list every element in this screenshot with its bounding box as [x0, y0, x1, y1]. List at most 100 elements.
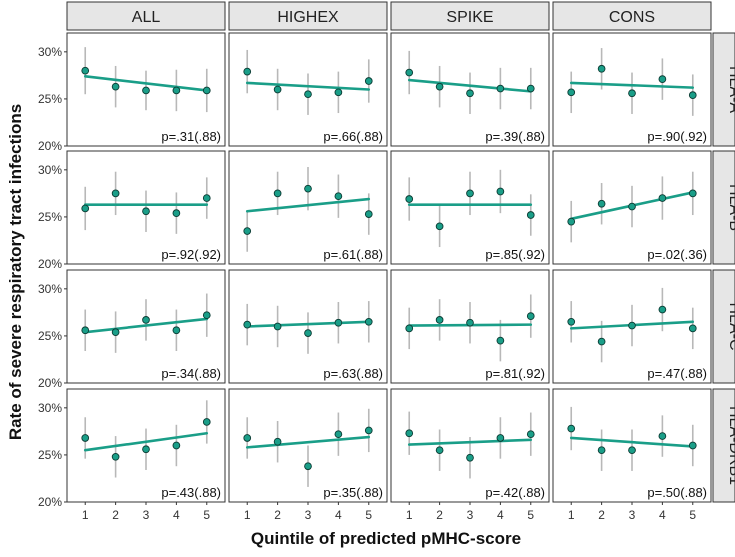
- row-strip-label: HLA-A: [726, 66, 735, 113]
- y-tick-label: 25%: [38, 92, 62, 106]
- data-point: [496, 84, 505, 93]
- data-point: [364, 210, 373, 218]
- data-point: [304, 90, 312, 99]
- data-point: [496, 336, 505, 345]
- data-point: [526, 430, 535, 439]
- x-tick-label: 3: [143, 508, 150, 522]
- panel-hla-c-highex: p=.63(.88): [228, 269, 388, 384]
- data-point: [334, 318, 343, 327]
- y-tick-label: 25%: [38, 210, 62, 224]
- row-strip-hla-b: [712, 150, 735, 265]
- panel-hla-drb1-cons: p=.50(.88): [552, 388, 712, 503]
- data-point: [172, 86, 181, 95]
- data-point: [688, 441, 697, 450]
- y-tick-label: 25%: [38, 329, 62, 343]
- p-value-label: p=.63(.88): [323, 366, 383, 381]
- data-point: [466, 89, 474, 98]
- x-tick-label: 1: [82, 508, 89, 522]
- data-point: [405, 324, 414, 333]
- x-tick-label: 5: [527, 508, 534, 522]
- y-tick-label: 20%: [38, 376, 62, 390]
- data-point: [364, 317, 373, 326]
- data-point: [466, 189, 474, 198]
- data-point: [172, 209, 181, 218]
- p-value-label: p=.02(.36): [647, 247, 707, 262]
- p-value-label: p=.92(.92): [161, 247, 221, 262]
- data-point: [202, 418, 211, 426]
- x-tick-label: 1: [406, 508, 413, 522]
- panel-hla-drb1-highex: p=.35(.88): [228, 388, 388, 503]
- panel-hla-c-cons: p=.47(.88): [552, 269, 712, 384]
- data-point: [496, 187, 505, 196]
- data-point: [628, 321, 636, 330]
- x-tick-label: 3: [305, 508, 312, 522]
- data-point: [496, 434, 505, 442]
- data-point: [111, 82, 120, 91]
- y-tick-label: 20%: [38, 139, 62, 153]
- fit-line: [83, 75, 209, 92]
- y-tick-label: 25%: [38, 448, 62, 462]
- x-tick-label: 5: [689, 508, 696, 522]
- y-tick-label: 20%: [38, 257, 62, 271]
- data-point: [304, 329, 312, 337]
- data-point: [111, 328, 120, 337]
- data-point: [405, 429, 414, 438]
- data-point: [273, 322, 282, 331]
- x-tick-label: 4: [335, 508, 342, 522]
- data-point: [688, 189, 697, 198]
- data-point: [243, 320, 252, 329]
- x-tick-label: 2: [436, 508, 443, 522]
- p-value-label: p=.47(.88): [647, 366, 707, 381]
- data-point: [658, 194, 667, 202]
- data-point: [628, 446, 636, 455]
- data-point: [597, 337, 606, 346]
- y-tick-label: 30%: [38, 282, 62, 296]
- x-tick-label: 2: [112, 508, 119, 522]
- p-value-label: p=.35(.88): [323, 485, 383, 500]
- data-point: [273, 85, 282, 94]
- p-value-label: p=.61(.88): [323, 247, 383, 262]
- panel-hla-b-highex: p=.61(.88): [228, 150, 388, 265]
- data-point: [81, 434, 90, 442]
- panel-hla-a-highex: p=.66(.88): [228, 32, 388, 147]
- fit-line: [83, 317, 209, 334]
- data-point: [81, 326, 90, 335]
- fit-line: [407, 438, 533, 446]
- data-point: [405, 195, 414, 203]
- fit-line: [569, 81, 695, 89]
- data-point: [81, 66, 90, 75]
- row-strip-label: HLA-B: [726, 184, 735, 231]
- data-point: [142, 207, 150, 216]
- data-point: [243, 434, 252, 442]
- data-point: [364, 77, 373, 85]
- p-value-label: p=.31(.88): [161, 129, 221, 144]
- column-strip-cons: [552, 1, 712, 31]
- x-tick-label: 2: [274, 508, 281, 522]
- x-tick-label: 2: [598, 508, 605, 522]
- p-value-label: p=.81(.92): [485, 366, 545, 381]
- p-value-label: p=.43(.88): [161, 485, 221, 500]
- fit-line: [83, 431, 209, 452]
- y-tick-label: 30%: [38, 401, 62, 415]
- fit-line: [569, 436, 695, 448]
- data-point: [526, 211, 535, 219]
- data-point: [526, 312, 535, 320]
- fit-line: [245, 320, 371, 328]
- data-point: [111, 452, 120, 461]
- data-point: [597, 446, 606, 455]
- fit-line: [245, 197, 371, 213]
- data-point: [334, 192, 343, 201]
- data-point: [202, 311, 211, 320]
- data-point: [567, 217, 576, 226]
- fit-line: [245, 81, 371, 91]
- row-strip-hla-drb1: [712, 388, 735, 503]
- fit-line: [245, 435, 371, 449]
- data-point: [466, 318, 474, 327]
- column-strip-highex: [228, 1, 388, 31]
- data-point: [435, 82, 444, 91]
- data-point: [202, 86, 211, 95]
- data-point: [334, 88, 343, 97]
- panel-hla-b-spike: p=.85(.92): [390, 150, 550, 265]
- p-value-label: p=.66(.88): [323, 129, 383, 144]
